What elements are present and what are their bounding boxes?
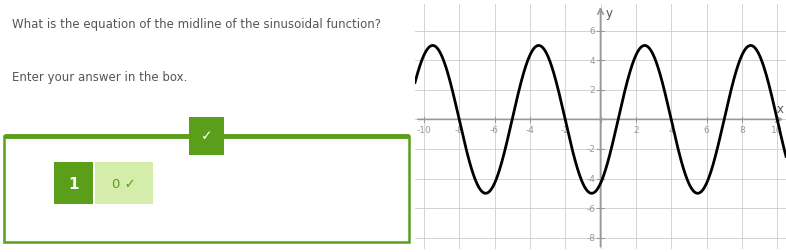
Text: 2: 2 (590, 86, 595, 95)
Text: 6: 6 (703, 126, 710, 135)
Text: -6: -6 (586, 204, 595, 213)
Text: 6: 6 (590, 27, 595, 36)
Text: 2: 2 (633, 126, 639, 135)
Text: Enter your answer in the box.: Enter your answer in the box. (13, 71, 188, 83)
Text: x: x (777, 103, 784, 115)
Text: -6: -6 (490, 126, 499, 135)
Text: -8: -8 (586, 233, 595, 242)
Text: -10: -10 (417, 126, 432, 135)
Text: What is the equation of the midline of the sinusoidal function?: What is the equation of the midline of t… (13, 18, 381, 30)
Text: 0 ✓: 0 ✓ (112, 177, 136, 190)
Text: 4: 4 (590, 56, 595, 66)
FancyBboxPatch shape (4, 136, 409, 242)
Text: -8: -8 (454, 126, 464, 135)
Text: 10: 10 (771, 126, 783, 135)
Text: y: y (606, 7, 613, 20)
Text: 8: 8 (739, 126, 744, 135)
Text: -4: -4 (586, 174, 595, 183)
Text: -4: -4 (525, 126, 534, 135)
FancyBboxPatch shape (53, 163, 93, 204)
Text: 4: 4 (668, 126, 674, 135)
FancyBboxPatch shape (189, 117, 224, 155)
Text: -2: -2 (586, 145, 595, 154)
Text: y =: y = (20, 175, 46, 190)
Text: -2: -2 (560, 126, 570, 135)
Text: 1: 1 (68, 176, 79, 191)
FancyBboxPatch shape (95, 163, 152, 204)
Text: ✓: ✓ (200, 129, 212, 143)
